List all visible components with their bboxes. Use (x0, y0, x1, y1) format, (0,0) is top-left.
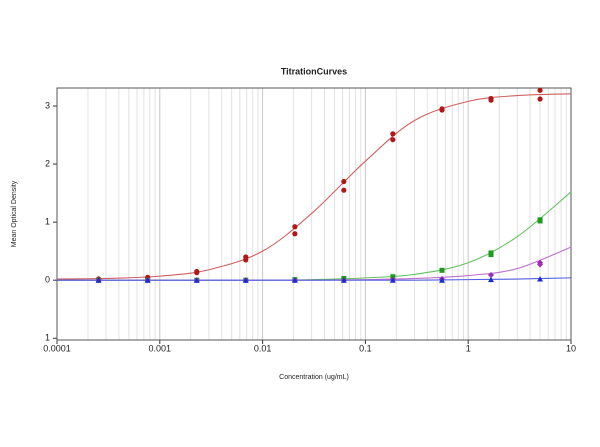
data-point (537, 276, 544, 282)
data-point (537, 87, 543, 93)
y-tick-label: 3 (45, 100, 50, 110)
y-axis-label: Mean Optical Density (11, 180, 18, 247)
fit-curve (57, 191, 572, 281)
data-point (389, 277, 396, 283)
data-point (537, 261, 544, 268)
data-point (193, 277, 200, 283)
data-point (291, 277, 298, 283)
data-point (537, 218, 543, 224)
y-tick-label: 1 (45, 333, 50, 343)
x-tick-label: 0.0001 (43, 343, 71, 353)
x-axis-label: Concentration (ug/mL) (279, 374, 349, 381)
data-point (242, 277, 249, 283)
data-point (194, 270, 200, 276)
y-tick-label: 2 (45, 158, 50, 168)
data-point (292, 224, 298, 230)
data-point (537, 96, 543, 102)
data-point (341, 178, 347, 185)
plot-frame (56, 87, 572, 341)
data-point (488, 276, 495, 283)
x-tick-label: 10 (566, 343, 576, 353)
data-point (488, 97, 494, 103)
data-point (243, 257, 249, 263)
fit-curve (57, 246, 572, 281)
fit-curve (57, 277, 572, 281)
data-point (390, 131, 396, 137)
data-point (340, 277, 347, 283)
data-point (144, 277, 151, 283)
data-point (95, 277, 102, 283)
data-point (439, 107, 445, 113)
x-tick-label: 0.001 (149, 343, 172, 353)
data-point (341, 187, 347, 193)
x-tick-label: 0.01 (254, 343, 272, 353)
data-point (439, 267, 445, 273)
chart-title: TitrationCurves (281, 66, 347, 76)
y-tick-label: 1 (45, 217, 50, 227)
data-point (438, 277, 445, 283)
data-point (488, 252, 494, 258)
x-tick-label: 0.1 (359, 343, 372, 353)
data-point (488, 271, 495, 278)
data-point (390, 137, 396, 143)
y-tick-label: 0 (45, 275, 50, 285)
data-point (292, 231, 298, 237)
x-tick-label: 1 (466, 343, 471, 353)
